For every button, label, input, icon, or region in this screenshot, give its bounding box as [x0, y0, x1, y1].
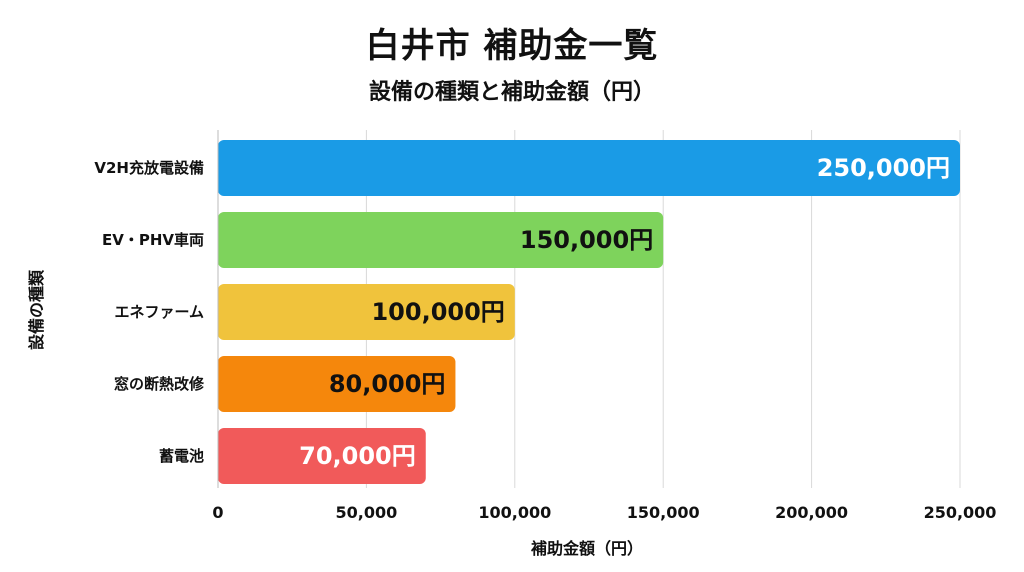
- bar: [218, 212, 664, 268]
- x-axis-title: 補助金額（円）: [530, 539, 643, 558]
- value-label: 70,000円: [299, 442, 416, 470]
- category-label: V2H充放電設備: [94, 159, 204, 177]
- x-tick-label: 0: [212, 503, 223, 522]
- x-tick-label: 50,000: [336, 503, 398, 522]
- category-label: 蓄電池: [159, 447, 204, 465]
- category-label: EV・PHV車両: [102, 231, 204, 249]
- value-label: 100,000円: [371, 298, 504, 326]
- y-axis-title: 設備の種類: [27, 269, 46, 350]
- value-label: 150,000円: [520, 226, 653, 254]
- x-tick-label: 200,000: [775, 503, 848, 522]
- category-label: エネファーム: [114, 303, 204, 321]
- bar: [218, 140, 960, 196]
- x-tick-label: 100,000: [478, 503, 551, 522]
- bar: [218, 284, 515, 340]
- category-label: 窓の断熱改修: [114, 375, 205, 393]
- x-tick-label: 150,000: [627, 503, 700, 522]
- value-label: 80,000円: [329, 370, 446, 398]
- bar: [218, 428, 426, 484]
- chart-title: 白井市 補助金一覧: [365, 26, 659, 66]
- bar: [218, 356, 456, 412]
- x-tick-label: 250,000: [924, 503, 997, 522]
- chart-subtitle: 設備の種類と補助金額（円）: [368, 80, 655, 105]
- value-label: 250,000円: [817, 154, 950, 182]
